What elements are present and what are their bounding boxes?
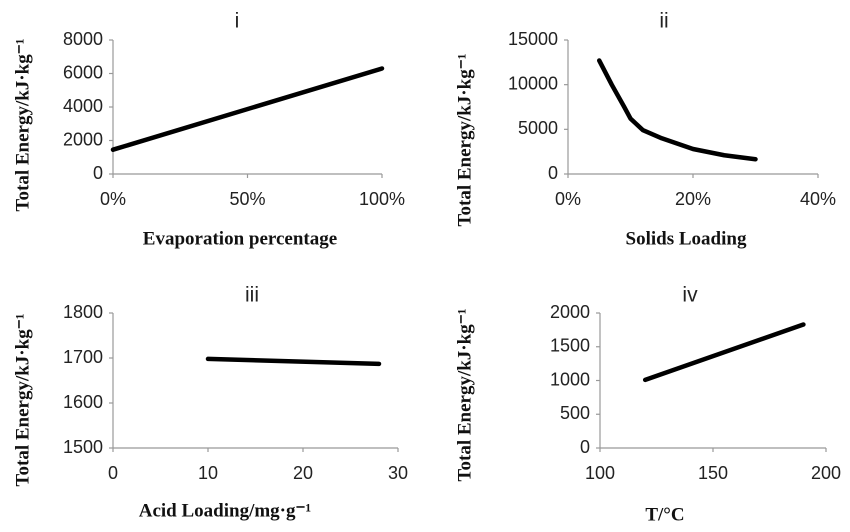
y-tick-label: 1800 [63, 302, 103, 322]
x-tick-label: 0% [555, 189, 581, 209]
y-axis-title: Total Energy/kJ·kg⁻¹ [454, 309, 475, 482]
y-tick-label: 15000 [508, 29, 558, 49]
y-tick-label: 1600 [63, 392, 103, 412]
y-tick-label: 6000 [63, 62, 103, 82]
x-tick-label: 10 [198, 463, 218, 483]
y-tick-label: 1700 [63, 347, 103, 367]
x-tick-label: 20% [675, 189, 711, 209]
data-line [642, 322, 806, 383]
y-tick-label: 1500 [63, 437, 103, 457]
x-tick-label: 200 [811, 463, 841, 483]
x-tick-label: 30 [388, 463, 408, 483]
x-tick-label: 150 [698, 463, 728, 483]
y-tick-label: 5000 [518, 118, 558, 138]
x-axis-title: Evaporation percentage [143, 228, 337, 249]
x-axis-title: Solids Loading [626, 228, 747, 249]
x-tick-label: 0 [108, 463, 118, 483]
x-tick-label: 0% [100, 189, 126, 209]
x-axis-title: Acid Loading/mg·g⁻¹ [139, 500, 312, 521]
panel-title: iii [245, 284, 259, 307]
y-tick-label: 500 [560, 403, 590, 423]
x-axis-title: T/°C [645, 504, 684, 525]
y-tick-label: 0 [580, 437, 590, 457]
y-tick-label: 2000 [63, 129, 103, 149]
panel-title: i [235, 10, 240, 33]
data-line [597, 58, 758, 162]
x-tick-label: 20 [293, 463, 313, 483]
y-tick-label: 1000 [550, 369, 590, 389]
x-tick-label: 40% [800, 189, 836, 209]
y-tick-label: 2000 [550, 302, 590, 322]
x-tick-label: 100 [585, 463, 615, 483]
y-axis-title: Total Energy/kJ·kg⁻¹ [454, 54, 475, 227]
y-tick-label: 10000 [508, 73, 558, 93]
data-line [205, 356, 382, 367]
data-line [110, 66, 385, 152]
x-tick-label: 50% [229, 189, 265, 209]
y-axis-title: Total Energy/kJ·kg⁻¹ [12, 314, 33, 487]
y-tick-label: 0 [548, 163, 558, 183]
y-axis-title: Total Energy/kJ·kg⁻¹ [12, 39, 33, 212]
y-tick-label: 4000 [63, 96, 103, 116]
panel-title: iv [682, 284, 698, 307]
y-tick-label: 0 [93, 163, 103, 183]
x-tick-label: 100% [359, 189, 405, 209]
y-tick-label: 8000 [63, 29, 103, 49]
panel-title: ii [659, 10, 668, 33]
y-tick-label: 1500 [550, 336, 590, 356]
